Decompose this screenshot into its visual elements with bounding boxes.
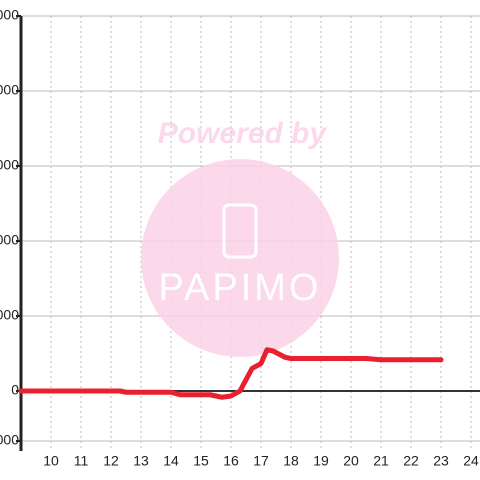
- x-tick-label: 13: [133, 453, 149, 469]
- x-tick-label: 20: [343, 453, 359, 469]
- x-tick-label: 19: [313, 453, 329, 469]
- x-tick-label: 18: [283, 453, 299, 469]
- y-tick-label: 30,000: [0, 307, 19, 323]
- x-tick-label: 15: [193, 453, 209, 469]
- line-series: [18, 347, 444, 400]
- x-tick-label: 24: [463, 453, 479, 469]
- x-tick-label: 23: [433, 453, 449, 469]
- y-tick-label: 120,000: [0, 82, 19, 98]
- watermark-top: Powered by: [158, 117, 328, 150]
- watermark-icon: [222, 203, 258, 259]
- y-tick-label: 60,000: [0, 232, 19, 248]
- x-tick-label: 22: [403, 453, 419, 469]
- watermark-brand: PAPIMO: [159, 267, 322, 309]
- x-tick-label: 12: [103, 453, 119, 469]
- watermark: Powered by PAPIMO: [141, 117, 339, 357]
- x-tick-label: 14: [163, 453, 179, 469]
- x-tick-label: 17: [253, 453, 269, 469]
- x-tick-label: 16: [223, 453, 239, 469]
- y-tick-label: 90,000: [0, 157, 19, 173]
- y-tick-label: 0: [11, 382, 19, 398]
- y-tick-label: 150,000: [0, 7, 19, 23]
- x-tick-label: 21: [373, 453, 389, 469]
- x-tick-label: 10: [43, 453, 59, 469]
- y-tick-label: -20,000: [0, 432, 19, 448]
- x-tick-label: 11: [74, 453, 89, 469]
